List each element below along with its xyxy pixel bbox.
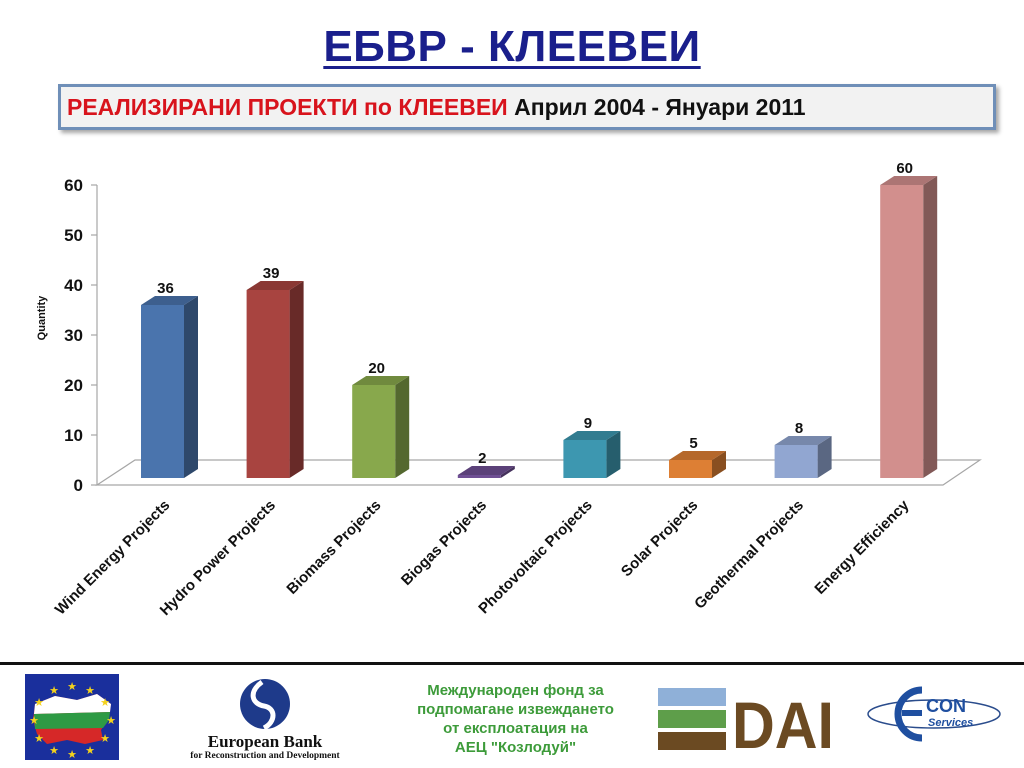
dai-text: DAI (732, 688, 834, 750)
bar (669, 451, 726, 478)
svg-text:★: ★ (67, 749, 77, 760)
data-label: 8 (795, 420, 803, 437)
bar-top (880, 176, 938, 185)
data-label: 20 (368, 360, 385, 377)
bar-side (289, 281, 304, 478)
bar-top (457, 466, 515, 475)
bars (141, 176, 938, 478)
bar-front (669, 460, 712, 478)
bar-side (606, 431, 621, 478)
bar-front (880, 185, 924, 478)
encon-sub: Services (928, 717, 973, 729)
svg-text:★: ★ (106, 715, 116, 727)
bar (774, 436, 832, 478)
encon-logo: CON Services (867, 686, 1001, 742)
y-tick-label: 30 (64, 326, 83, 345)
bar-front (352, 385, 396, 478)
data-label: 39 (263, 265, 280, 282)
y-tick-label: 10 (64, 426, 83, 445)
category-label: Solar Projects (618, 497, 701, 580)
svg-text:★: ★ (100, 697, 110, 709)
bar-side (500, 466, 515, 478)
svg-text:★: ★ (34, 697, 44, 709)
svg-text:★: ★ (100, 733, 110, 745)
data-label: 2 (478, 450, 486, 467)
bar (246, 281, 304, 478)
y-tick-label: 50 (64, 226, 83, 245)
page-title: ЕБВР - КЛЕЕВЕИ (323, 22, 701, 71)
bar-side (395, 376, 410, 478)
bar-top (774, 436, 832, 445)
category-label: Geothermal Projects (691, 497, 807, 613)
subtitle-black: Април 2004 - Януари 2011 (514, 94, 806, 120)
bar-top (352, 376, 410, 385)
svg-text:★: ★ (85, 685, 95, 697)
bar-front (563, 440, 607, 478)
ebrd-tagline: for Reconstruction and Development (190, 751, 340, 761)
bar (141, 296, 198, 478)
data-labels: 36 39 20 2 9 5 8 60 (157, 160, 913, 467)
bar (563, 431, 621, 478)
eu-bulgaria-flag-logo: ★ ★ ★ ★ ★ ★ ★ ★ ★ ★ ★ ★ (25, 674, 119, 760)
data-label: 9 (584, 415, 592, 432)
category-label: Biogas Projects (398, 497, 490, 589)
bar-top (141, 296, 198, 305)
data-label: 5 (689, 435, 697, 452)
category-label: Energy Efficiency (811, 496, 912, 597)
fund-line: Международен фонд за (427, 682, 604, 699)
svg-text:★: ★ (67, 681, 77, 693)
y-axis-title: Quantity (36, 295, 48, 340)
footer-divider (0, 662, 1024, 665)
bar-front (774, 445, 818, 478)
encon-text: CON (926, 696, 966, 716)
fund-line: от експлоатация на (443, 720, 588, 737)
bar (457, 466, 515, 478)
dai-logo: DAI (658, 688, 834, 750)
y-axis: 0 10 20 30 40 50 60 Quantity (36, 176, 98, 495)
svg-text:★: ★ (29, 715, 39, 727)
y-tick-label: 60 (64, 176, 83, 195)
svg-text:★: ★ (85, 745, 95, 757)
bar-side (817, 436, 832, 478)
y-tick-label: 20 (64, 376, 83, 395)
bar-side (184, 296, 198, 478)
category-label: Photovoltaic Projects (475, 497, 595, 617)
ebrd-emblem-icon (240, 679, 290, 731)
bar-side (923, 176, 938, 478)
ebrd-logo: European Bank for Reconstruction and Dev… (160, 676, 370, 766)
bar-front (457, 475, 501, 478)
ebrd-name: European Bank (207, 732, 323, 751)
data-label: 36 (157, 280, 174, 297)
fund-text: Международен фонд за подпомагане извежда… (388, 681, 643, 757)
bar-chart: 0 10 20 30 40 50 60 Quantity 36 39 20 2 9 5 8 60 Wind … (36, 160, 982, 619)
category-label: Wind Energy Projects (52, 497, 174, 619)
y-tick-label: 40 (64, 276, 83, 295)
bar (352, 376, 410, 478)
chart-floor (94, 459, 982, 486)
category-label: Hydro Power Projects (157, 497, 279, 619)
bar-front (141, 305, 184, 478)
bar (880, 176, 938, 478)
data-label: 60 (896, 160, 913, 177)
chart-floor-plane (94, 459, 982, 486)
bar-front (246, 290, 290, 478)
category-label: Biomass Projects (283, 497, 384, 598)
bar-top (563, 431, 621, 440)
fund-line: подпомагане извеждането (417, 701, 614, 718)
svg-text:★: ★ (49, 685, 59, 697)
y-tick-label: 0 (74, 476, 83, 495)
subtitle-red: РЕАЛИЗИРАНИ ПРОЕКТИ по КЛЕЕВЕИ (67, 94, 508, 120)
svg-text:★: ★ (34, 733, 44, 745)
bar-top (669, 451, 726, 460)
svg-text:★: ★ (49, 745, 59, 757)
bar-top (246, 281, 304, 290)
fund-line: АЕЦ "Козлодуй" (454, 739, 577, 756)
subtitle-box: РЕАЛИЗИРАНИ ПРОЕКТИ по КЛЕЕВЕИ Април 200… (58, 84, 996, 130)
